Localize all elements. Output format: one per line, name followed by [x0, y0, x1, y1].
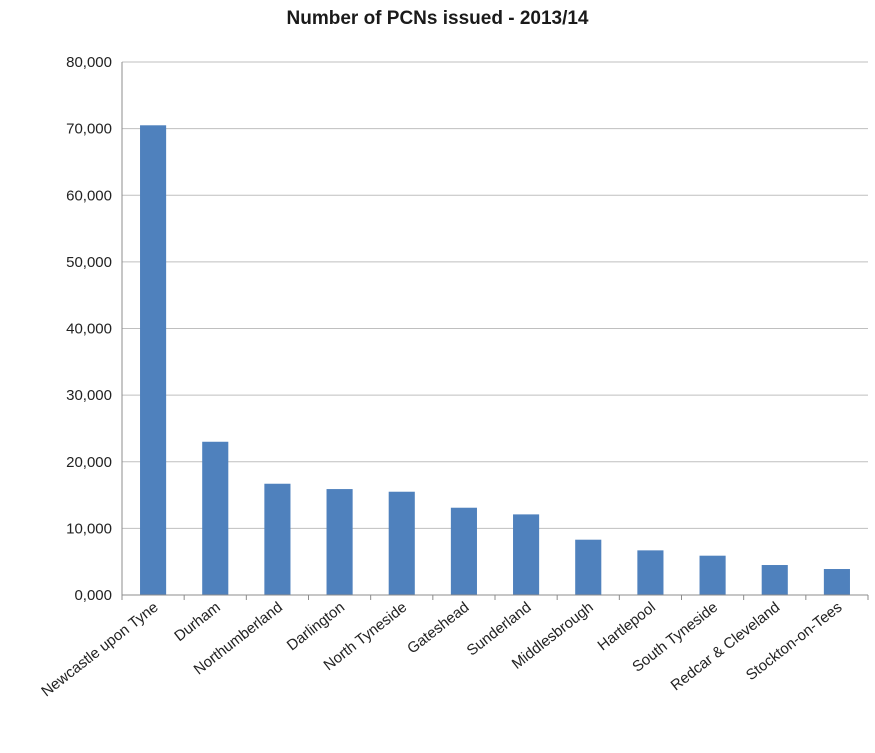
bar — [823, 569, 850, 595]
x-tick-label: Gateshead — [404, 599, 472, 658]
bar — [761, 565, 788, 595]
x-tick-label: Newcastle upon Tyne — [38, 599, 161, 701]
bar — [264, 483, 291, 595]
x-tick-label: Redcar & Cleveland — [668, 599, 784, 695]
bar — [140, 125, 167, 595]
bar — [637, 550, 664, 595]
y-tick-label: 20,000 — [66, 454, 112, 471]
y-tick-label: 70,000 — [66, 121, 112, 138]
y-tick-label: 40,000 — [66, 321, 112, 338]
x-tick-labels: Newcastle upon Tyne DurhamNorthumberlandD… — [38, 599, 845, 701]
y-tick-label: 30,000 — [66, 387, 112, 404]
bar — [202, 441, 229, 595]
bar — [575, 539, 602, 595]
y-tick-label: 50,000 — [66, 254, 112, 271]
y-tick-labels: 0,000 10,000 20,000 30,000 40,000 50,000 60,00… — [66, 54, 112, 604]
x-tick-label: Durham — [171, 599, 224, 645]
bar — [513, 514, 540, 595]
y-tick-label: 60,000 — [66, 187, 112, 204]
gridlines — [122, 61, 868, 529]
y-tick-label: 0,000 — [74, 587, 112, 604]
y-tick-label: 10,000 — [66, 520, 112, 537]
bar — [699, 555, 726, 595]
chart-title: Number of PCNs issued - 2013/14 — [286, 8, 589, 29]
bar — [326, 489, 353, 595]
bars — [140, 125, 850, 595]
y-tick-label: 80,000 — [66, 54, 112, 71]
bar — [388, 491, 415, 595]
bar — [450, 507, 477, 595]
axes — [121, 62, 869, 600]
